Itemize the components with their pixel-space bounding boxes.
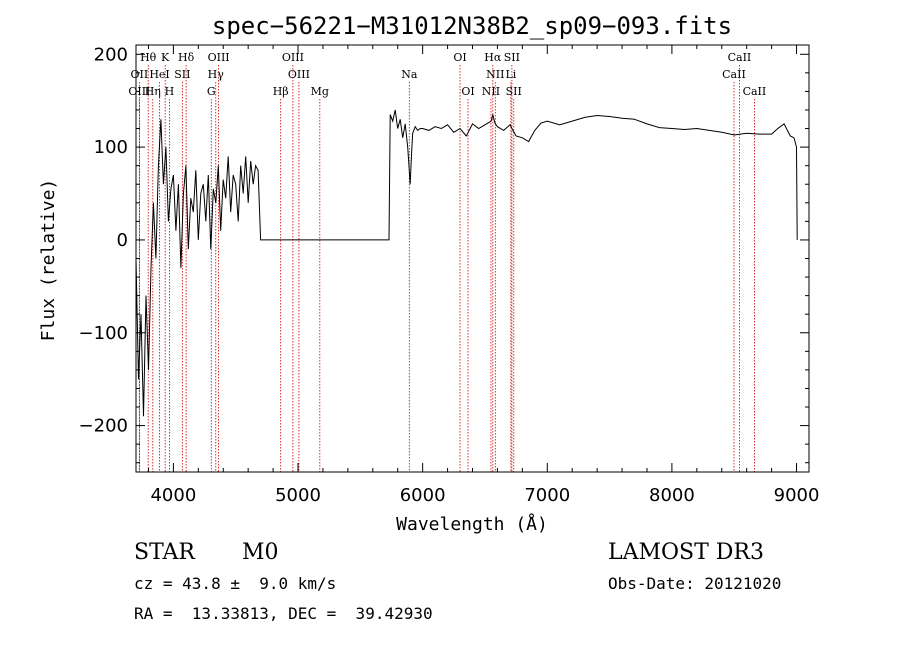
y-tick-label-1: −100 [79, 323, 128, 344]
x-tick-label-0: 4000 [150, 485, 196, 506]
line-label-6: Hα [484, 51, 502, 64]
line-label-12: Hγ [208, 68, 225, 81]
line-label-21: G [207, 85, 216, 98]
line-label-11: SII [174, 68, 190, 81]
y-tick-label-4: 200 [94, 44, 128, 65]
line-label-1: K [161, 51, 170, 64]
line-label-7: SII [504, 51, 520, 64]
line-label-14: Na [401, 68, 418, 81]
line-label-15: NII [486, 68, 504, 81]
line-label-5: OI [453, 51, 466, 64]
obs-date-text: Obs-Date: 20121020 [608, 574, 782, 593]
y-tick-label-3: 100 [94, 137, 128, 158]
survey-name: LAMOST DR3 [608, 540, 764, 565]
line-label-13: OIII [288, 68, 310, 81]
x-tick-label-4: 8000 [649, 485, 695, 506]
line-label-25: NII [482, 85, 500, 98]
plot-frame [135, 44, 810, 473]
line-label-0: Hθ [140, 51, 157, 64]
x-tick-label-3: 7000 [524, 485, 570, 506]
line-label-16: Li [505, 68, 516, 81]
line-label-19: Hη [145, 85, 161, 98]
x-tick-label-1: 5000 [275, 485, 321, 506]
line-label-20: H [165, 85, 175, 98]
line-label-4: OIII [282, 51, 304, 64]
x-axis: 4000 5000 6000 7000 8000 9000 [147, 45, 820, 506]
y-tick-label-2: 0 [117, 230, 128, 251]
line-label-3: OIII [208, 51, 230, 64]
line-label-2: Hδ [178, 51, 195, 64]
line-label-10: HeI [149, 68, 169, 81]
y-tick-label-0: −200 [79, 416, 128, 437]
line-label-17: CaII [722, 68, 746, 81]
line-label-8: CaII [728, 51, 752, 64]
line-label-24: OI [461, 85, 474, 98]
y-axis-label: Flux (relative) [38, 179, 59, 342]
object-subclass: M0 [242, 540, 279, 565]
coordinates-text: RA = 13.33813, DEC = 39.42930 [134, 604, 433, 623]
x-axis-label: Wavelength (Å) [396, 513, 548, 535]
object-class: STAR [134, 540, 195, 565]
x-tick-label-2: 6000 [400, 485, 446, 506]
line-label-26: SII [506, 85, 522, 98]
line-label-27: CaII [743, 85, 767, 98]
y-axis: −200 −100 0 100 200 [79, 44, 809, 464]
x-tick-label-5: 9000 [774, 485, 820, 506]
line-label-23: Mg [311, 85, 329, 98]
chart-title: spec−56221−M31012N38B2_sp09−093.fits [212, 12, 732, 40]
spectrum-line [135, 109, 798, 417]
line-label-9: OII [131, 68, 149, 81]
spectral-line-markers [138, 65, 755, 472]
redshift-text: cz = 43.8 ± 9.0 km/s [134, 574, 337, 593]
line-label-22: Hβ [273, 85, 289, 98]
